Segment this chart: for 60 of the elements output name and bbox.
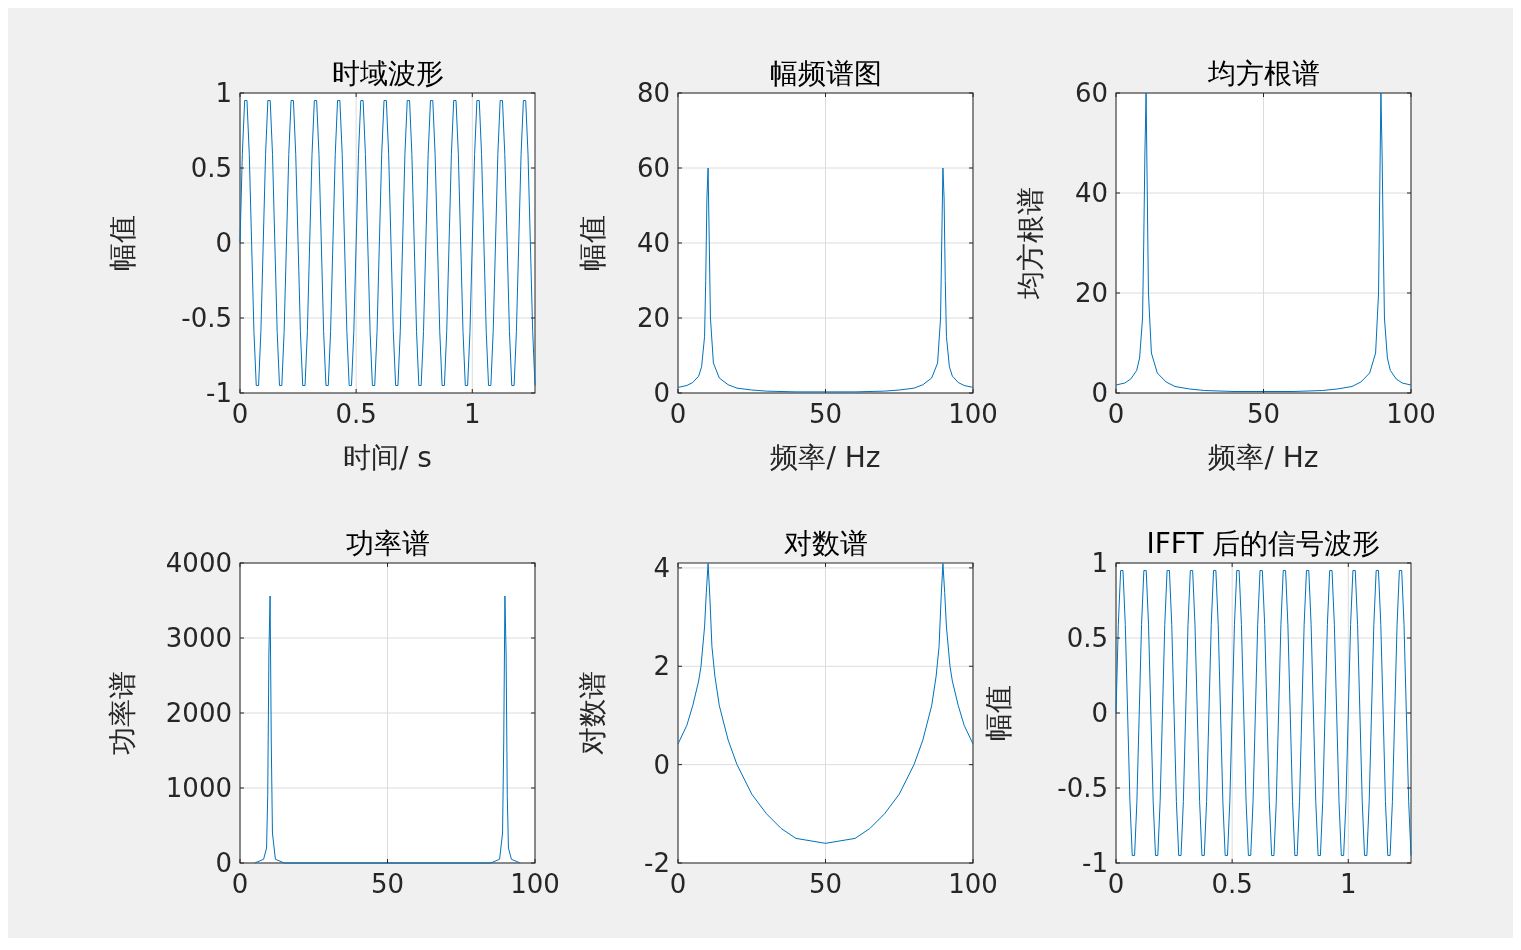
y-tick-label: 1: [215, 78, 232, 109]
x-tick-label: 50: [1246, 399, 1281, 429]
x-axis-title: 频率/ Hz: [1208, 441, 1319, 474]
y-tick-label: 60: [1074, 78, 1108, 109]
x-tick-label: 100: [948, 869, 998, 899]
y-tick-label: 20: [636, 303, 670, 334]
y-tick-label: -0.5: [181, 303, 232, 334]
line-series: [677, 562, 974, 844]
y-tick-label: -1: [1082, 848, 1108, 879]
x-axis-title: 时间/ s: [343, 441, 432, 474]
x-tick-label: 1: [464, 399, 481, 429]
y-axis-title: 幅值: [106, 215, 139, 271]
y-axis-title: 均方根谱: [1014, 187, 1047, 300]
y-tick-label: 80: [636, 78, 670, 109]
x-tick-label: 1: [1340, 869, 1357, 899]
y-tick-label: -1: [206, 378, 232, 409]
y-tick-label: -0.5: [1057, 773, 1108, 804]
line-series: [1115, 92, 1412, 392]
y-axis-title: 功率谱: [106, 671, 139, 755]
y-tick-label: 60: [636, 153, 670, 184]
chart-title: 时域波形: [331, 57, 444, 90]
x-tick-label: 50: [808, 399, 843, 429]
chart-title: 均方根谱: [1206, 57, 1320, 90]
chart-title: IFFT 后的信号波形: [1146, 527, 1381, 560]
x-tick-label: 100: [948, 399, 998, 429]
y-tick-label: 3000: [165, 623, 232, 654]
y-tick-label: 40: [636, 228, 670, 259]
y-tick-label: 4: [653, 553, 670, 584]
chart-title: 功率谱: [345, 527, 430, 560]
y-axis-title: 幅值: [982, 685, 1015, 741]
y-tick-label: 0: [653, 378, 670, 409]
x-tick-label: 100: [1386, 399, 1436, 429]
x-tick-label: 100: [510, 869, 560, 899]
y-tick-label: 1: [1091, 548, 1108, 579]
y-tick-label: 0.5: [1066, 623, 1108, 654]
y-tick-label: 0: [215, 228, 232, 259]
x-tick-label: 50: [370, 869, 405, 899]
y-axis-title: 对数谱: [576, 671, 609, 755]
y-tick-label: 4000: [165, 548, 232, 579]
y-axis-title: 幅值: [576, 215, 609, 271]
x-tick-label: 50: [808, 869, 843, 899]
line-series: [254, 595, 521, 864]
y-tick-label: 2: [653, 651, 670, 682]
line-series: [1115, 570, 1412, 856]
y-tick-label: -2: [644, 848, 670, 879]
y-tick-label: 0: [653, 749, 670, 780]
x-tick-label: 0.5: [1211, 869, 1253, 899]
line-series: [239, 100, 536, 386]
x-tick-label: 0.5: [335, 399, 377, 429]
x-axis-title: 频率/ Hz: [770, 441, 881, 474]
y-tick-label: 2000: [165, 698, 232, 729]
y-tick-label: 20: [1074, 278, 1108, 309]
y-tick-label: 40: [1074, 178, 1108, 209]
y-tick-label: 0.5: [190, 153, 232, 184]
chart-title: 对数谱: [783, 527, 868, 560]
y-tick-label: 1000: [165, 773, 232, 804]
chart-title: 幅频谱图: [769, 57, 882, 90]
y-tick-label: 0: [1091, 698, 1108, 729]
y-tick-label: 0: [215, 848, 232, 879]
y-tick-label: 0: [1091, 378, 1108, 409]
